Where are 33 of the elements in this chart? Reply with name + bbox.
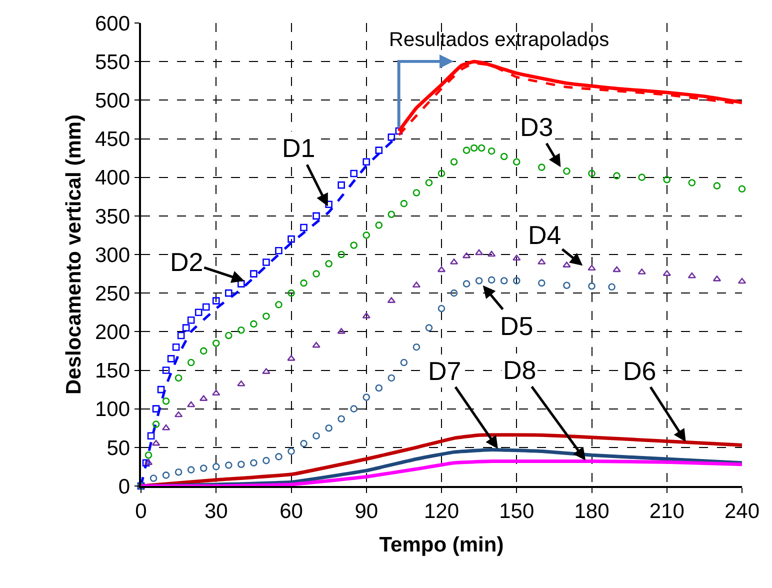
y-tick-label: 550 xyxy=(95,50,130,74)
x-tick-label: 90 xyxy=(354,500,378,523)
x-tick-label: 120 xyxy=(424,500,460,523)
x-tick-label: 60 xyxy=(280,500,303,523)
y-tick-label: 200 xyxy=(95,321,130,344)
annotation: D6 xyxy=(623,356,656,386)
y-tick-label: 250 xyxy=(95,282,130,306)
annotation: D5 xyxy=(500,311,534,341)
x-tick-label: 240 xyxy=(724,500,760,523)
annotation: D7 xyxy=(428,356,462,386)
y-tick-label: 50 xyxy=(106,436,130,460)
y-tick-label: 300 xyxy=(95,244,130,267)
annotation: Resultados extrapolados xyxy=(389,29,610,51)
y-axis-title: Deslocamento vertical (mm) xyxy=(62,114,86,395)
y-tick-label: 500 xyxy=(95,90,130,113)
y-tick-label: 450 xyxy=(95,128,130,152)
y-tick-label: 100 xyxy=(95,398,130,422)
y-tick-label: 0 xyxy=(118,475,130,498)
annotation: D4 xyxy=(528,220,562,250)
annotation: D8 xyxy=(503,355,536,385)
y-tick-label: 350 xyxy=(95,205,130,228)
annotation: D1 xyxy=(282,133,316,163)
x-tick-label: 30 xyxy=(204,500,228,523)
x-tick-label: 0 xyxy=(135,500,147,523)
annotation: D3 xyxy=(520,112,554,142)
x-tick-label: 180 xyxy=(574,500,610,523)
x-axis-title: Tempo (min) xyxy=(379,534,504,557)
y-tick-label: 400 xyxy=(95,166,130,190)
annotation: D2 xyxy=(170,247,204,277)
y-tick-label: 600 xyxy=(95,12,130,36)
y-tick-label: 150 xyxy=(95,360,130,383)
x-tick-label: 210 xyxy=(649,500,684,523)
x-tick-label: 150 xyxy=(499,500,534,523)
